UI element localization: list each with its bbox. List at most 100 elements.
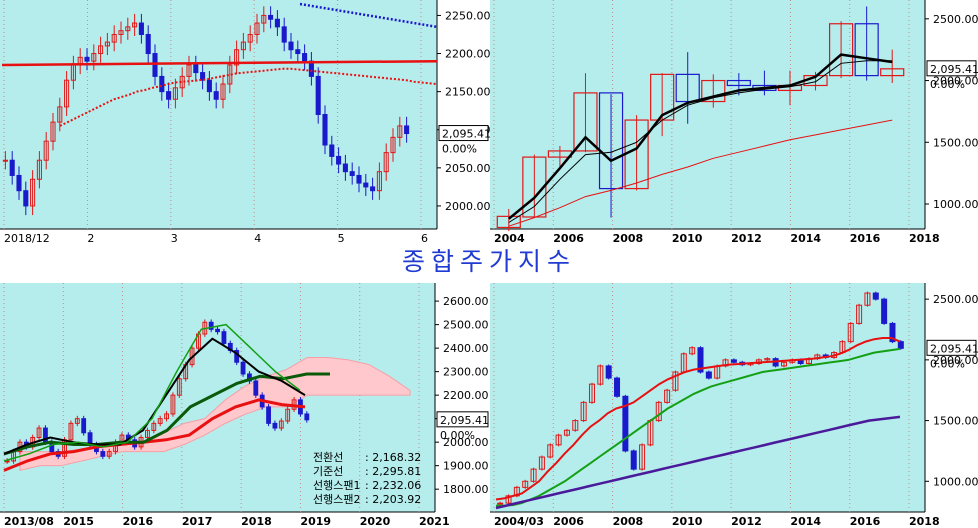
candle-body xyxy=(889,322,896,343)
candle-body xyxy=(200,72,206,81)
last-value-label: 2,095.41 xyxy=(440,414,489,427)
candle-body xyxy=(329,144,335,157)
y-tick-label: 1000.00 xyxy=(933,475,978,488)
candle-body xyxy=(164,413,169,420)
last-value-label: 2,095.41 xyxy=(930,342,978,355)
candle-body xyxy=(16,174,22,192)
candle-body xyxy=(68,422,74,441)
candle-body xyxy=(170,394,176,415)
candle-body xyxy=(145,429,150,438)
yearly-chart: 2500.00 2000.00 1500.00 1000.00 2004 2006 2008… xyxy=(490,0,978,245)
candle-body xyxy=(145,33,151,55)
legend-label: 선행스팬1 xyxy=(313,479,360,492)
candle-body xyxy=(404,125,410,135)
ma-purple-line xyxy=(495,415,901,510)
candle-body xyxy=(266,406,271,424)
candle-body xyxy=(664,389,671,403)
x-tick-label: 2016 xyxy=(123,515,154,528)
y-tick-label: 2500.00 xyxy=(933,13,978,26)
candle-body xyxy=(370,186,376,192)
candle-body xyxy=(272,422,278,429)
x-tick-label: 2016 xyxy=(850,232,881,245)
y-tick-label: 2600.00 xyxy=(443,295,489,308)
x-tick-label: 2004 xyxy=(494,232,525,245)
x-tick-label: 2008 xyxy=(613,232,644,245)
y-tick-label: 2200.00 xyxy=(445,48,490,61)
candle-body xyxy=(157,418,163,424)
candle-body xyxy=(689,347,696,355)
y-tick-label: 2000.00 xyxy=(933,75,978,88)
legend-value: : 2,232.06 xyxy=(365,479,421,492)
plot-area xyxy=(0,283,435,512)
candle-body xyxy=(240,361,246,375)
candle-body xyxy=(81,418,87,434)
candle-body xyxy=(856,304,863,324)
candle-body xyxy=(253,380,259,396)
candle-body xyxy=(390,136,396,154)
candle-body xyxy=(138,22,144,35)
plot-area xyxy=(490,283,925,512)
candle-body xyxy=(281,26,287,43)
candle-body xyxy=(547,444,554,458)
candle-body xyxy=(322,114,328,146)
last-value-box xyxy=(926,60,977,77)
y-tick-label: 1800.00 xyxy=(443,483,489,496)
x-tick-label: 2015 xyxy=(63,515,94,528)
candle-body xyxy=(36,427,42,438)
x-tick-label: 2006 xyxy=(553,232,584,245)
candle-body xyxy=(172,87,178,100)
x-tick-label: 2010 xyxy=(672,515,703,528)
panel-yearly: 2500.00 2000.00 1500.00 1000.00 2004 2006 2008… xyxy=(490,0,978,245)
x-tick-label: 2016 xyxy=(850,515,881,528)
kijun-line xyxy=(3,398,306,472)
change-label: 0.00% xyxy=(930,78,965,91)
x-axis-area xyxy=(0,512,490,528)
candle-body xyxy=(9,159,15,176)
y-tick-label: 2000.00 xyxy=(445,200,490,213)
ichimoku-chart: 2600.002500.002400.002300.002200.002100.… xyxy=(0,283,490,528)
candle-body xyxy=(872,292,879,300)
candle-body xyxy=(342,163,348,173)
last-value-label: 2,095.41 xyxy=(442,128,490,141)
panel-monthly: 2500.00 2000.00 1500.00 1000.00 2004/03 2006 2… xyxy=(490,283,978,528)
candle-body xyxy=(764,358,771,361)
candle-body xyxy=(98,45,104,55)
candle-body xyxy=(304,413,310,421)
y-tick-label: 2000.00 xyxy=(443,436,489,449)
legend-label: 전환선 xyxy=(313,451,343,464)
candle-body xyxy=(302,53,308,62)
candle-body xyxy=(278,420,284,429)
candle-body xyxy=(166,91,172,100)
x-tick-label: 6 xyxy=(421,232,428,245)
candle-body xyxy=(104,41,110,47)
candle-body xyxy=(206,79,212,93)
candle-body xyxy=(254,22,260,35)
candle-body xyxy=(376,171,382,192)
y-tick-label: 2150.00 xyxy=(445,86,490,99)
x-tick-label: 2012 xyxy=(731,515,762,528)
candle-body xyxy=(64,79,70,108)
candle-body xyxy=(43,140,49,161)
candle-body xyxy=(247,33,253,43)
x-tick-label: 2018 xyxy=(909,232,940,245)
candle-body xyxy=(100,451,106,457)
y-tick-label: 2000.00 xyxy=(933,354,978,367)
x-tick-label: 2004/03 xyxy=(494,515,544,528)
change-label: 0.00% xyxy=(440,429,475,442)
y-tick-label: 2400.00 xyxy=(443,342,489,355)
candle-body xyxy=(555,434,562,446)
candle-body xyxy=(605,365,612,379)
candle-body xyxy=(220,83,226,100)
candle-body xyxy=(91,53,97,62)
candle-body xyxy=(152,53,158,77)
candle-body xyxy=(159,75,165,93)
last-value-box xyxy=(438,125,489,142)
candle-body xyxy=(563,429,570,436)
candle-body xyxy=(84,56,90,62)
candle-body xyxy=(780,361,787,367)
candle-body xyxy=(726,79,751,87)
y-tick-label: 2500.00 xyxy=(443,319,489,332)
candle-body xyxy=(697,347,704,373)
ma-thin-line xyxy=(508,60,893,223)
candle-body xyxy=(106,451,112,457)
